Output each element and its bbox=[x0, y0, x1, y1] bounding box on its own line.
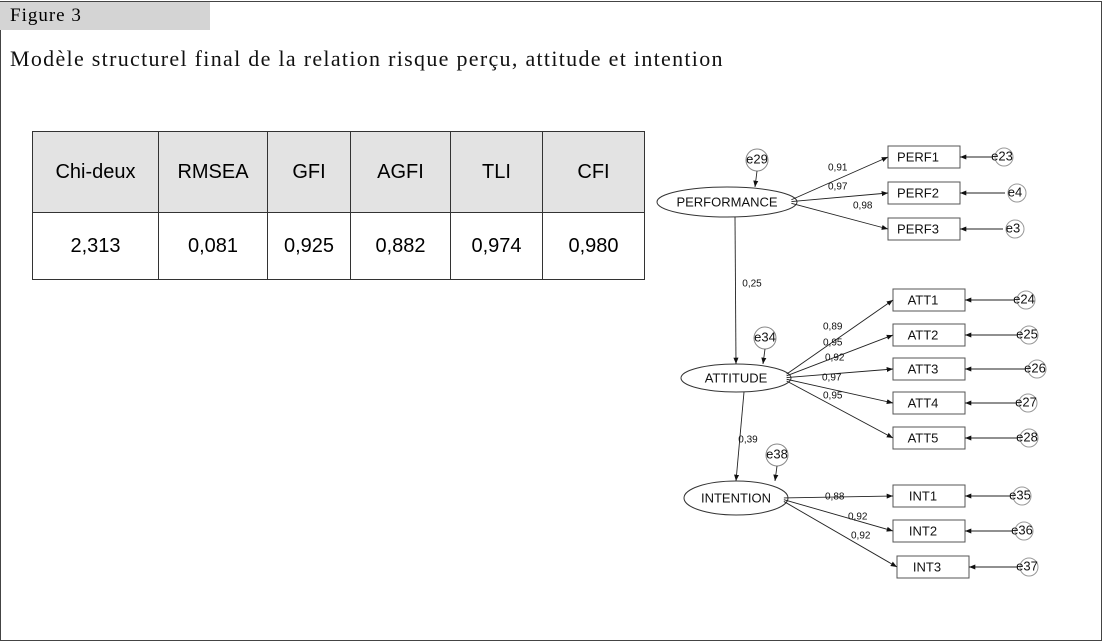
error-circle bbox=[1019, 325, 1039, 345]
loading-arrow bbox=[791, 156, 889, 201]
error-arrow bbox=[773, 465, 779, 482]
loading-arrow bbox=[786, 334, 894, 377]
loading-arrow bbox=[786, 299, 894, 375]
error-circle bbox=[1012, 486, 1032, 506]
error-circle bbox=[1019, 557, 1039, 577]
error-label: e25 bbox=[1016, 326, 1038, 341]
indicator-label: INT3 bbox=[913, 559, 941, 574]
data-row: 2,313 0,081 0,925 0,882 0,974 0,980 bbox=[32, 212, 645, 280]
table-cell: 0,081 bbox=[158, 212, 268, 280]
loading-arrow bbox=[791, 202, 889, 230]
error-label: e38 bbox=[766, 446, 788, 461]
error-label: e35 bbox=[1009, 487, 1031, 502]
loading-label: 0,97 bbox=[828, 182, 848, 193]
indicator-label: PERF1 bbox=[897, 149, 939, 164]
loading-arrow bbox=[783, 493, 894, 499]
error-label: e27 bbox=[1015, 394, 1037, 409]
indicator-label: PERF2 bbox=[897, 185, 939, 200]
loading-label: 0,92 bbox=[825, 353, 845, 364]
table-cell: 0,980 bbox=[542, 212, 645, 280]
indicator-label: ATT4 bbox=[908, 395, 939, 410]
latent-ellipse bbox=[656, 186, 798, 218]
error-label: e4 bbox=[1008, 184, 1022, 199]
indicator-label: ATT2 bbox=[908, 327, 939, 342]
path-label: 0,39 bbox=[738, 435, 758, 446]
indicator-label: ATT5 bbox=[908, 430, 939, 445]
error-label: e29 bbox=[746, 151, 768, 166]
error-label: e26 bbox=[1024, 360, 1046, 375]
loading-label: 0,88 bbox=[825, 492, 845, 503]
table-cell: CFI bbox=[542, 131, 645, 213]
loading-label: 0,98 bbox=[853, 201, 873, 212]
error-circle bbox=[1027, 359, 1047, 379]
error-circle bbox=[1007, 183, 1027, 203]
loading-label: 0,91 bbox=[828, 163, 848, 174]
error-label: e34 bbox=[754, 329, 776, 344]
error-circle bbox=[1019, 428, 1039, 448]
error-circle bbox=[1018, 393, 1038, 413]
indicator-label: INT2 bbox=[909, 523, 937, 538]
figure-label: Figure 3 bbox=[0, 2, 210, 30]
error-arrow bbox=[753, 170, 759, 188]
error-label: e28 bbox=[1016, 429, 1038, 444]
fit-table: Chi-deux RMSEA GFI AGFI TLI CFI 2,313 0,081 0,92… bbox=[32, 131, 645, 280]
error-circle bbox=[1016, 290, 1036, 310]
figure-title: Modèle structurel final de la relation r… bbox=[10, 46, 724, 71]
error-circle bbox=[1014, 521, 1034, 541]
latent-label: ATTITUDE bbox=[705, 370, 768, 385]
loading-label: 0,92 bbox=[848, 512, 868, 523]
loading-label: 0,95 bbox=[823, 391, 843, 402]
table-cell: 0,925 bbox=[267, 212, 351, 280]
structural-arrow bbox=[734, 391, 745, 482]
latent-label: PERFORMANCE bbox=[676, 194, 777, 209]
indicator-label: INT1 bbox=[909, 488, 937, 503]
sem-diagram: PERFORMANCE e29 PERF1 0,91 e23 PERF2 0,97 e4 PER… bbox=[656, 145, 1047, 579]
loading-label: 0,97 bbox=[822, 373, 842, 384]
latent-label: INTENTION bbox=[701, 490, 771, 505]
indicator-label: ATT3 bbox=[908, 361, 939, 376]
header-row: Chi-deux RMSEA GFI AGFI TLI CFI bbox=[32, 131, 645, 213]
table-cell: 2,313 bbox=[32, 212, 159, 280]
table-cell: 0,882 bbox=[350, 212, 451, 280]
loading-label: 0,92 bbox=[851, 531, 871, 542]
error-label: e37 bbox=[1016, 558, 1038, 573]
table-cell: AGFI bbox=[350, 131, 451, 213]
loading-arrow bbox=[783, 501, 898, 568]
loading-arrow bbox=[786, 366, 894, 378]
error-arrow bbox=[761, 348, 767, 365]
structural-arrow bbox=[733, 216, 739, 365]
table-cell: TLI bbox=[450, 131, 543, 213]
error-label: e3 bbox=[1006, 220, 1020, 235]
loading-arrow bbox=[786, 380, 894, 439]
loading-label: 0,95 bbox=[823, 338, 843, 349]
error-circle bbox=[1005, 219, 1025, 239]
loading-arrow bbox=[783, 499, 894, 532]
path-label: 0,25 bbox=[742, 279, 762, 290]
indicator-label: PERF3 bbox=[897, 221, 939, 236]
error-label: e24 bbox=[1013, 291, 1035, 306]
loading-arrow bbox=[786, 378, 894, 405]
error-circle bbox=[994, 147, 1014, 167]
loading-label: 0,89 bbox=[823, 322, 843, 333]
error-label: e23 bbox=[991, 148, 1013, 163]
indicator-label: ATT1 bbox=[908, 292, 939, 307]
loading-arrow bbox=[791, 191, 889, 202]
error-label: e36 bbox=[1011, 522, 1033, 537]
